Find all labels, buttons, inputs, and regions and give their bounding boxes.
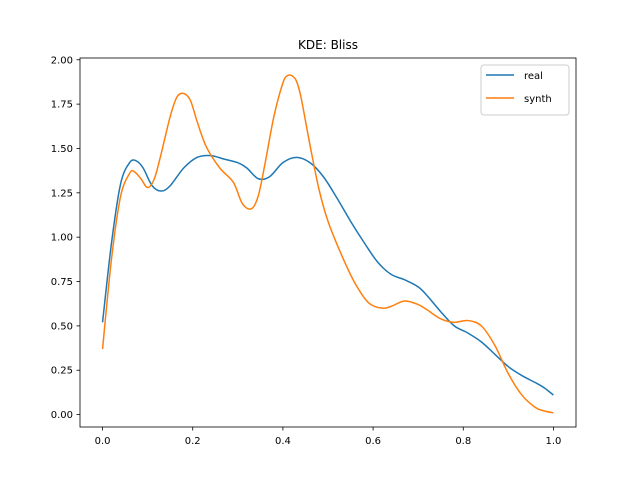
y-tick-label: 0.75 xyxy=(51,277,73,288)
x-tick-label: 0.2 xyxy=(185,436,201,447)
y-tick-label: 0.25 xyxy=(51,366,73,377)
x-tick-label: 0.6 xyxy=(365,436,381,447)
series-line-synth xyxy=(101,74,554,414)
x-tick-label: 0.0 xyxy=(95,436,111,447)
x-tick-label: 0.4 xyxy=(275,436,291,447)
series-line-real xyxy=(101,154,554,396)
y-tick-label: 1.00 xyxy=(51,233,73,244)
y-tick-label: 0.00 xyxy=(51,410,73,421)
x-tick-label: 1.0 xyxy=(546,436,562,447)
chart-title: KDE: Bliss xyxy=(298,38,358,52)
series-lines xyxy=(101,74,554,414)
y-tick-label: 1.50 xyxy=(51,144,73,155)
y-tick-label: 1.25 xyxy=(51,188,73,199)
x-tick-label: 0.8 xyxy=(455,436,471,447)
legend-label-synth: synth xyxy=(524,94,552,105)
plot-frame xyxy=(79,57,577,428)
legend-box xyxy=(480,64,570,116)
axes: 0.0 0.2 0.4 0.6 0.8 1.0 0.00 0.25 0.50 0.75 1.00 1.… xyxy=(51,55,577,447)
y-tick-label: 2.00 xyxy=(51,55,73,66)
legend-label-real: real xyxy=(524,71,543,82)
y-tick-label: 0.50 xyxy=(51,321,73,332)
y-tick-label: 1.75 xyxy=(51,100,73,111)
legend: real synth xyxy=(480,64,570,116)
